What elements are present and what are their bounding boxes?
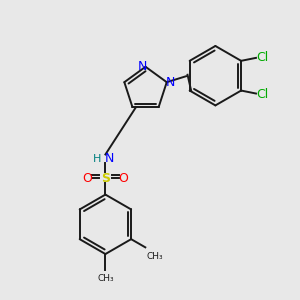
Text: Cl: Cl [256,88,269,100]
Text: CH₃: CH₃ [97,274,114,283]
Text: H: H [93,154,101,164]
Text: CH₃: CH₃ [147,252,164,261]
Text: N: N [104,152,114,165]
Text: N: N [166,76,175,89]
Text: O: O [118,172,128,185]
Text: S: S [101,172,110,185]
Text: O: O [82,172,92,185]
Text: Cl: Cl [256,51,269,64]
Text: N: N [137,60,147,73]
